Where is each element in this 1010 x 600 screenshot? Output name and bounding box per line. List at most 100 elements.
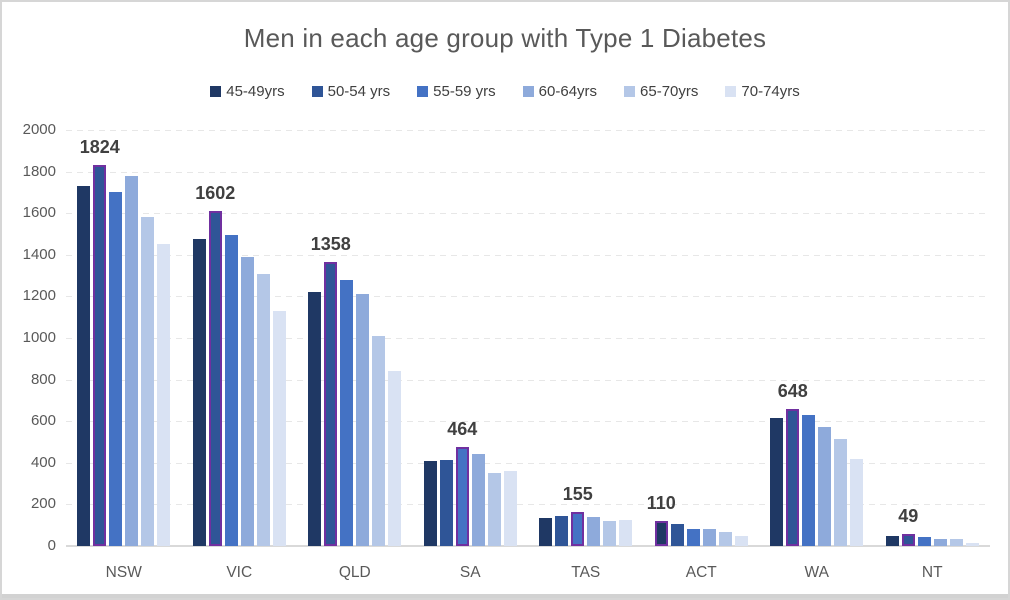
gridline	[66, 462, 990, 464]
y-axis-tick-label: 200	[30, 495, 56, 513]
bar-WA-70-74yrs[interactable]	[850, 459, 864, 546]
x-axis-label-NT: NT	[921, 564, 943, 581]
bar-NT-70-74yrs[interactable]	[965, 543, 979, 546]
bar-WA-45-49yrs[interactable]	[770, 418, 784, 546]
window-edge	[2, 594, 1008, 598]
y-axis-tick-label: 1400	[22, 245, 56, 263]
bar-SA-70-74yrs[interactable]	[503, 471, 517, 546]
legend-item-60-64yrs[interactable]: 60-64yrs	[522, 82, 598, 100]
bar-NT-50-54yrs[interactable]	[901, 534, 915, 546]
data-label-QLD: 1358	[310, 234, 351, 254]
bar-WA-55-59yrs[interactable]	[802, 415, 816, 546]
y-axis-tick-label: 1200	[22, 287, 56, 305]
y-axis-tick-label: 2000	[22, 121, 56, 138]
bar-ACT-50-54yrs[interactable]	[670, 524, 684, 546]
bar-NSW-70-74yrs[interactable]	[157, 244, 171, 546]
bar-NSW-45-49yrs[interactable]	[77, 186, 91, 546]
legend-item-65-70yrs[interactable]: 65-70yrs	[624, 83, 698, 100]
gridline	[66, 171, 990, 173]
bar-VIC-55-59yrs[interactable]	[224, 235, 238, 546]
gridline	[66, 254, 990, 256]
legend-item-70-74yrs[interactable]: 70-74yrs	[725, 82, 800, 100]
bar-TAS-65-70yrs[interactable]	[603, 521, 617, 546]
x-axis-label-SA: SA	[459, 564, 481, 581]
bar-VIC-50-54yrs[interactable]	[208, 211, 222, 546]
gridline	[66, 130, 990, 131]
bar-NSW-55-59yrs[interactable]	[109, 192, 123, 546]
x-axis-label-WA: WA	[804, 564, 829, 581]
legend-item-label: 60-64yrs	[538, 82, 598, 100]
y-axis-tick-label: 0	[47, 537, 56, 554]
legend-item-label: 70-74yrs	[741, 82, 800, 100]
gridline	[66, 379, 990, 381]
bar-QLD-55-59yrs[interactable]	[340, 280, 354, 546]
bar-NT-45-49yrs[interactable]	[885, 536, 899, 546]
data-label-NSW: 1824	[79, 137, 120, 157]
bar-SA-60-64yrs[interactable]	[471, 454, 485, 546]
y-axis-tick-label: 600	[30, 412, 56, 430]
data-label-SA: 464	[447, 419, 478, 439]
bar-SA-50-54yrs[interactable]	[439, 460, 453, 546]
bar-QLD-60-64yrs[interactable]	[356, 294, 370, 546]
bar-VIC-65-70yrs[interactable]	[256, 274, 270, 546]
bar-WA-60-64yrs[interactable]	[818, 427, 832, 546]
legend-swatch-icon	[624, 85, 636, 97]
bar-ACT-45-49yrs[interactable]	[654, 521, 668, 546]
bar-NSW-65-70yrs[interactable]	[141, 217, 155, 546]
bar-QLD-65-70yrs[interactable]	[372, 336, 386, 546]
data-label-VIC: 1602	[195, 183, 236, 203]
y-axis-tick-label: 1800	[22, 162, 56, 180]
y-axis-tick-label: 1000	[22, 329, 56, 346]
x-axis-line	[66, 545, 990, 547]
bar-NT-60-64yrs[interactable]	[933, 539, 947, 546]
bar-QLD-70-74yrs[interactable]	[388, 371, 402, 546]
bar-TAS-60-64yrs[interactable]	[587, 517, 601, 546]
data-label-WA: 648	[777, 381, 808, 401]
bar-NT-65-70yrs[interactable]	[949, 539, 963, 546]
bar-TAS-50-54yrs[interactable]	[555, 516, 569, 546]
bar-WA-65-70yrs[interactable]	[834, 439, 848, 546]
y-axis-tick-label: 400	[30, 453, 56, 471]
legend-item-45-49yrs[interactable]: 45-49yrs	[210, 82, 285, 100]
bar-ACT-65-70yrs[interactable]	[718, 532, 732, 546]
y-axis-tick-label: 800	[30, 370, 56, 388]
bar-VIC-60-64yrs[interactable]	[240, 257, 254, 546]
gridline	[66, 296, 990, 298]
bar-SA-65-70yrs[interactable]	[487, 473, 501, 546]
legend-swatch-icon	[210, 85, 222, 97]
bar-QLD-50-54yrs[interactable]	[324, 262, 338, 546]
data-label-NT: 49	[898, 506, 919, 526]
chart-legend: 45-49yrs 50-54 yrs 55-59 yrs 60-64yrs 65-70y…	[2, 81, 1008, 101]
bar-VIC-45-49yrs[interactable]	[192, 239, 206, 546]
legend-swatch-icon	[725, 85, 737, 97]
bar-VIC-70-74yrs[interactable]	[272, 311, 286, 546]
bar-WA-50-54yrs[interactable]	[786, 409, 800, 546]
x-axis-label-VIC: VIC	[226, 564, 253, 581]
legend-item-label: 45-49yrs	[226, 82, 285, 100]
y-axis-tick-label: 1600	[22, 204, 56, 222]
legend-swatch-icon	[417, 85, 429, 97]
bar-NSW-60-64yrs[interactable]	[125, 176, 139, 546]
bar-ACT-60-64yrs[interactable]	[702, 529, 716, 546]
bar-ACT-70-74yrs[interactable]	[734, 536, 748, 546]
x-axis-label-ACT: ACT	[685, 564, 717, 581]
bar-NSW-50-54yrs[interactable]	[93, 165, 107, 546]
x-axis-label-TAS: TAS	[571, 564, 601, 581]
legend-item-50-54yrs[interactable]: 50-54 yrs	[311, 83, 390, 100]
bar-TAS-55-59yrs[interactable]	[571, 512, 585, 546]
gridline	[66, 338, 990, 339]
bar-ACT-55-59yrs[interactable]	[686, 529, 700, 546]
bar-NT-55-59yrs[interactable]	[917, 537, 931, 546]
legend-item-label: 55-59 yrs	[433, 82, 496, 100]
bar-SA-55-59yrs[interactable]	[455, 447, 469, 546]
legend-item-55-59yrs[interactable]: 55-59 yrs	[417, 83, 496, 100]
gridline	[66, 213, 990, 215]
chart-title: Men in each age group with Type 1 Diabet…	[243, 23, 767, 53]
legend-swatch-icon	[311, 85, 323, 97]
bar-TAS-45-49yrs[interactable]	[539, 518, 553, 546]
bar-SA-45-49yrs[interactable]	[423, 461, 437, 546]
bar-TAS-70-74yrs[interactable]	[619, 520, 633, 546]
legend-swatch-icon	[522, 85, 534, 97]
bar-QLD-45-49yrs[interactable]	[308, 292, 322, 546]
